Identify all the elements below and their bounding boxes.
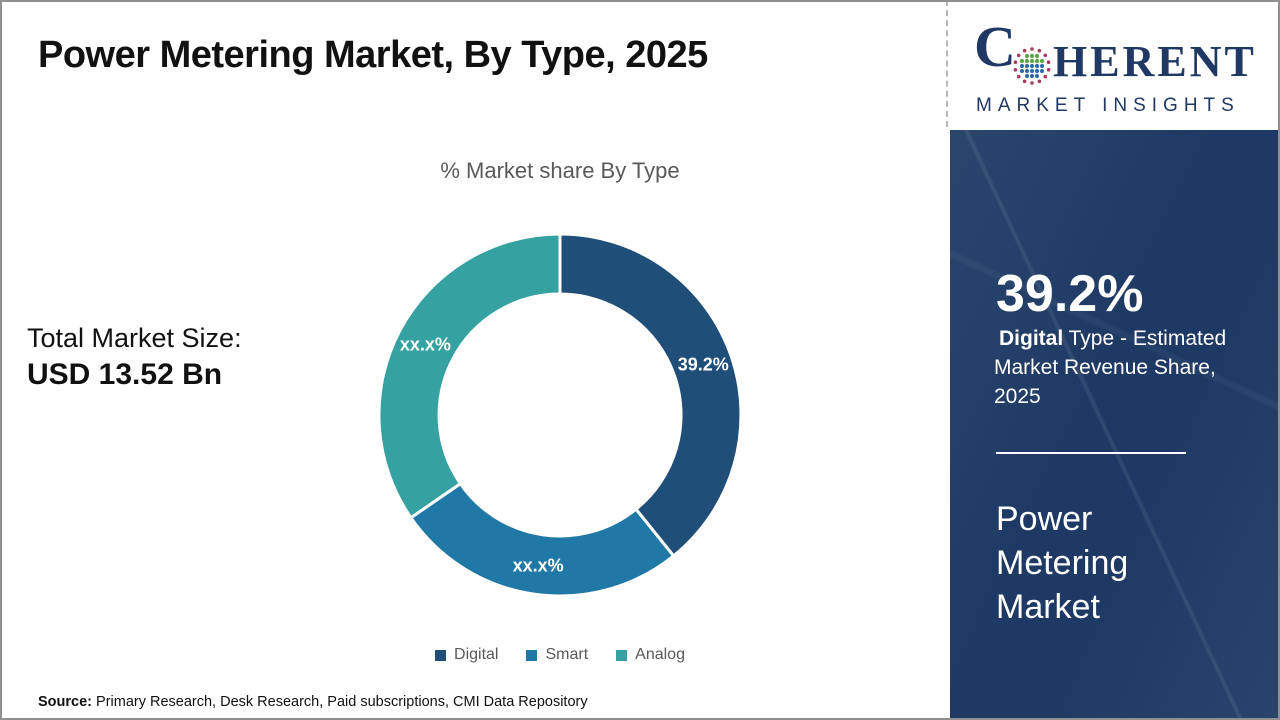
page-title: Power Metering Market, By Type, 2025 — [38, 34, 708, 76]
donut-segment-smart — [409, 482, 676, 598]
slice-label-analog: xx.x% — [400, 334, 451, 354]
source-label: Source: — [38, 694, 92, 710]
legend-swatch-smart-icon — [526, 649, 538, 661]
panel-market-name: Power Metering Market — [996, 500, 1129, 626]
panel-stat-description: Digital Type - Estimated Market Revenue … — [994, 324, 1254, 411]
logo-letter-c: C — [974, 14, 1016, 79]
donut-chart: 39.2% xx.x% xx.x% — [330, 185, 790, 645]
panel-stat-value: 39.2% — [996, 265, 1144, 323]
globe-dots-icon — [1013, 47, 1051, 85]
legend-item-digital: Digital — [435, 646, 498, 664]
slice-label-smart: xx.x% — [513, 555, 564, 575]
total-market-size-value: USD 13.52 Bn — [27, 358, 223, 391]
legend-swatch-analog-icon — [616, 649, 628, 661]
logo-divider — [946, 0, 948, 127]
chart-title: % Market share By Type — [440, 158, 680, 183]
donut-segment-digital — [558, 232, 743, 558]
legend-label: Analog — [635, 646, 685, 663]
source-line: Source: Primary Research, Desk Research,… — [38, 694, 588, 710]
slice-label-digital: 39.2% — [678, 354, 729, 374]
panel-stat-description-rest: Type - Estimated Market Revenue Share, 2… — [994, 327, 1227, 408]
logo-wordmark: HERENT — [1053, 37, 1257, 86]
legend-swatch-digital-icon — [435, 649, 447, 661]
source-text: Primary Research, Desk Research, Paid su… — [92, 694, 588, 710]
total-market-size-label: Total Market Size: — [27, 323, 242, 353]
logo-subtitle: MARKET INSIGHTS — [976, 95, 1240, 116]
side-panel: 39.2% Digital Type - Estimated Market Re… — [950, 130, 1280, 720]
coherent-market-insights-logo: C HERENT MARKET INSIGHTS — [968, 14, 1268, 124]
total-market-size: Total Market Size: USD 13.52 Bn — [27, 320, 242, 393]
donut-chart-svg: 39.2% xx.x% xx.x% — [377, 232, 743, 598]
panel-stat-description-bold: Digital — [999, 327, 1064, 350]
donut-segment-analog — [377, 232, 562, 520]
chart-legend: Digital Smart Analog — [330, 646, 790, 664]
panel-divider — [996, 452, 1186, 454]
legend-item-analog: Analog — [616, 646, 685, 664]
legend-label: Smart — [545, 646, 589, 663]
legend-item-smart: Smart — [526, 646, 588, 664]
legend-label: Digital — [454, 646, 499, 663]
